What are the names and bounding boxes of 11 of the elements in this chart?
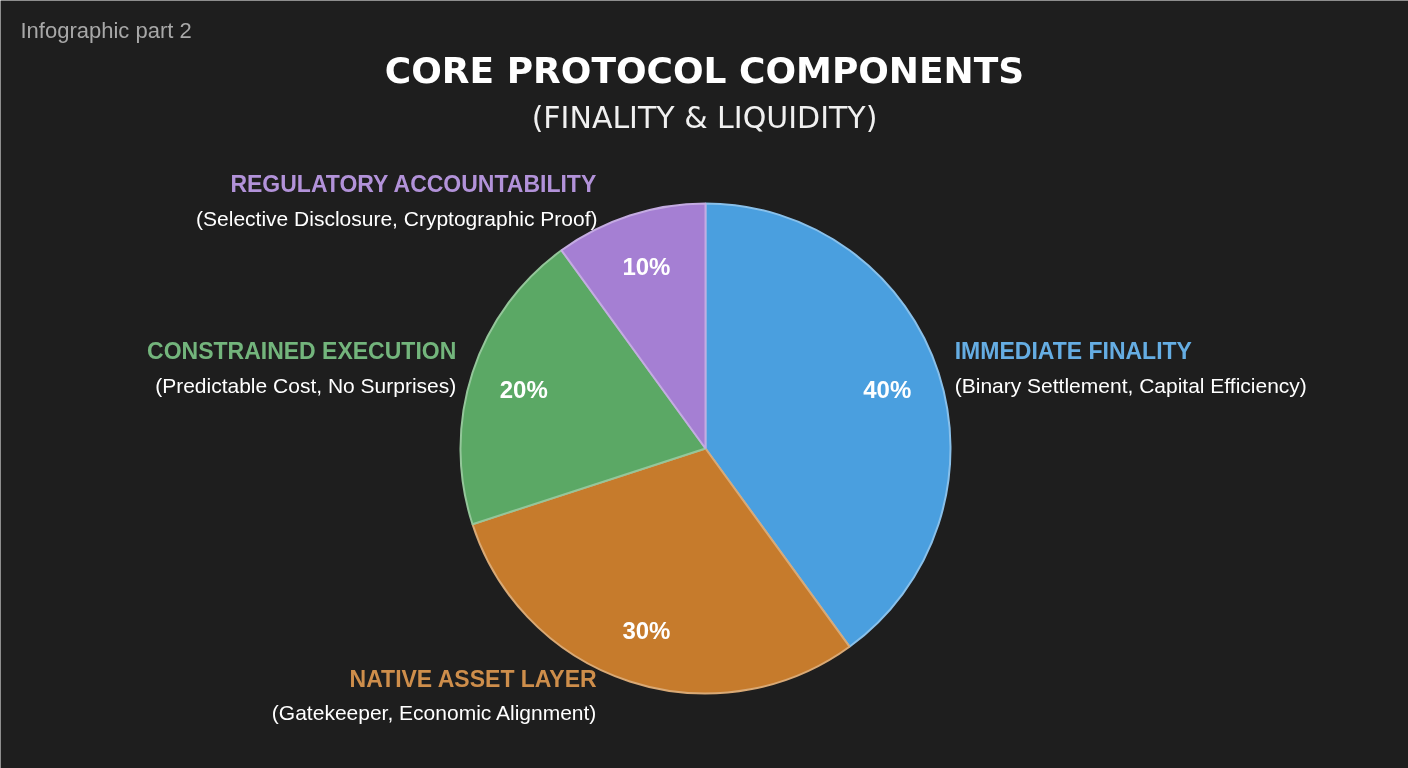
slice-label: CONSTRAINED EXECUTION (Predictable Cost, No Surprises) bbox=[147, 338, 457, 397]
data-label: 30% bbox=[622, 616, 671, 644]
slice-label: IMMEDIATE FINALITY (Binary Settlement, Capital Efficiency) bbox=[954, 338, 1307, 397]
slice-label: NATIVE ASSET LAYER (Gatekeeper, Economic Alignment) bbox=[271, 665, 598, 725]
data-label: 10% bbox=[622, 253, 671, 281]
slice-label: REGULATORY ACCOUNTABILITY (Selective Disclosure, Cryptographic Proof) bbox=[196, 171, 598, 230]
chart-subtitle: (FINALITY & LIQUIDITY) bbox=[531, 100, 878, 135]
data-label: 20% bbox=[499, 375, 548, 403]
chart-title: CORE PROTOCOL COMPONENTS bbox=[384, 50, 1025, 91]
data-label: 40% bbox=[863, 375, 912, 403]
text: Infographic part 2 bbox=[20, 18, 192, 43]
